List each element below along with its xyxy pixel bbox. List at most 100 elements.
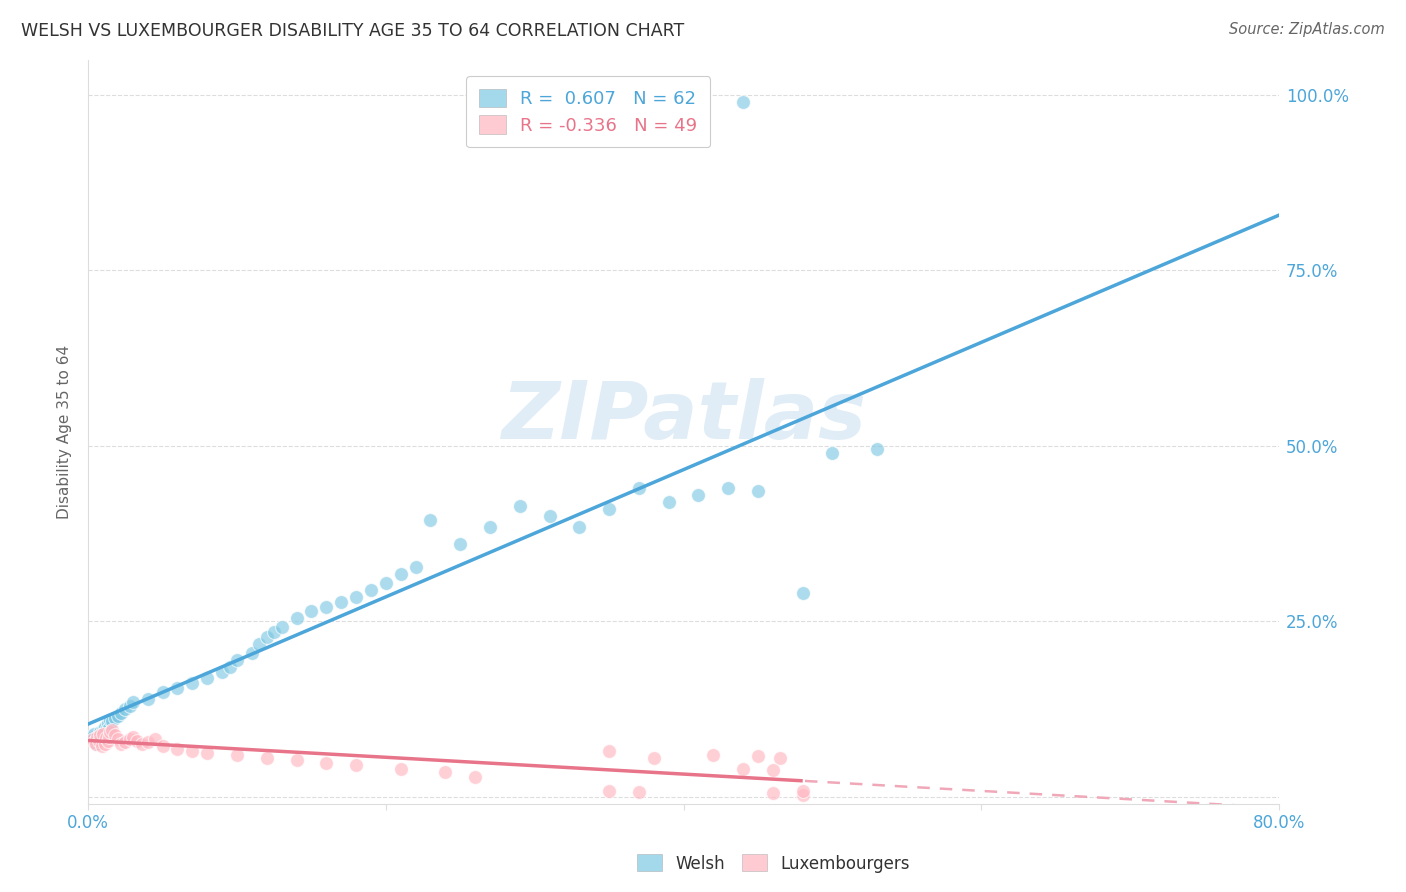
Point	[100, 725, 122, 739]
Point	[389, 762, 412, 776]
Point	[762, 787, 785, 801]
Point	[315, 600, 337, 615]
Point	[747, 484, 769, 499]
Point	[285, 754, 308, 768]
Point	[464, 770, 486, 784]
Point	[136, 735, 159, 749]
Point	[747, 749, 769, 764]
Point	[731, 95, 754, 109]
Point	[299, 604, 322, 618]
Point	[702, 747, 724, 762]
Point	[83, 735, 105, 749]
Point	[94, 731, 117, 745]
Point	[717, 481, 740, 495]
Point	[83, 727, 105, 741]
Point	[87, 733, 110, 747]
Point	[127, 733, 149, 747]
Point	[330, 595, 353, 609]
Point	[101, 714, 124, 728]
Point	[84, 737, 107, 751]
Point	[509, 499, 531, 513]
Point	[114, 735, 136, 749]
Point	[121, 695, 143, 709]
Point	[627, 785, 650, 799]
Point	[263, 624, 285, 639]
Point	[96, 716, 118, 731]
Point	[104, 728, 127, 742]
Point	[166, 742, 188, 756]
Point	[256, 751, 278, 765]
Point	[389, 566, 412, 581]
Point	[195, 671, 218, 685]
Legend: Welsh, Luxembourgers: Welsh, Luxembourgers	[630, 847, 917, 880]
Point	[762, 764, 785, 778]
Point	[89, 728, 111, 742]
Point	[82, 731, 104, 745]
Text: Source: ZipAtlas.com: Source: ZipAtlas.com	[1229, 22, 1385, 37]
Legend: R =  0.607   N = 62, R = -0.336   N = 49: R = 0.607 N = 62, R = -0.336 N = 49	[467, 76, 710, 147]
Point	[93, 737, 115, 751]
Point	[434, 765, 457, 780]
Point	[866, 442, 889, 457]
Point	[101, 723, 124, 738]
Point	[374, 575, 396, 590]
Point	[643, 751, 665, 765]
Point	[360, 582, 382, 597]
Point	[792, 788, 814, 802]
Point	[152, 739, 174, 754]
Point	[598, 744, 620, 758]
Point	[131, 737, 153, 751]
Point	[211, 665, 233, 679]
Point	[136, 691, 159, 706]
Point	[152, 684, 174, 698]
Point	[96, 734, 118, 748]
Point	[598, 502, 620, 516]
Point	[181, 744, 204, 758]
Point	[110, 706, 132, 720]
Point	[86, 731, 108, 745]
Point	[769, 751, 792, 765]
Point	[315, 756, 337, 771]
Point	[107, 709, 129, 723]
Point	[226, 747, 249, 762]
Point	[270, 620, 292, 634]
Point	[87, 732, 110, 747]
Point	[658, 495, 681, 509]
Point	[82, 732, 104, 747]
Point	[479, 519, 502, 533]
Point	[247, 637, 270, 651]
Point	[285, 611, 308, 625]
Point	[821, 446, 844, 460]
Point	[100, 713, 122, 727]
Point	[792, 784, 814, 798]
Text: WELSH VS LUXEMBOURGER DISABILITY AGE 35 TO 64 CORRELATION CHART: WELSH VS LUXEMBOURGER DISABILITY AGE 35 …	[21, 22, 685, 40]
Point	[538, 509, 561, 524]
Point	[405, 559, 427, 574]
Point	[94, 723, 117, 738]
Point	[731, 762, 754, 776]
Point	[118, 698, 141, 713]
Point	[84, 737, 107, 751]
Point	[598, 784, 620, 798]
Point	[110, 737, 132, 751]
Point	[98, 721, 121, 735]
Point	[93, 720, 115, 734]
Point	[98, 730, 121, 744]
Y-axis label: Disability Age 35 to 64: Disability Age 35 to 64	[58, 344, 72, 519]
Point	[166, 681, 188, 695]
Point	[688, 488, 710, 502]
Point	[449, 537, 471, 551]
Point	[91, 723, 114, 738]
Point	[121, 731, 143, 745]
Point	[118, 732, 141, 747]
Point	[90, 739, 112, 754]
Text: ZIPatlas: ZIPatlas	[501, 378, 866, 456]
Point	[568, 519, 591, 533]
Point	[104, 711, 127, 725]
Point	[86, 733, 108, 747]
Point	[114, 702, 136, 716]
Point	[107, 732, 129, 747]
Point	[195, 747, 218, 761]
Point	[256, 630, 278, 644]
Point	[90, 728, 112, 742]
